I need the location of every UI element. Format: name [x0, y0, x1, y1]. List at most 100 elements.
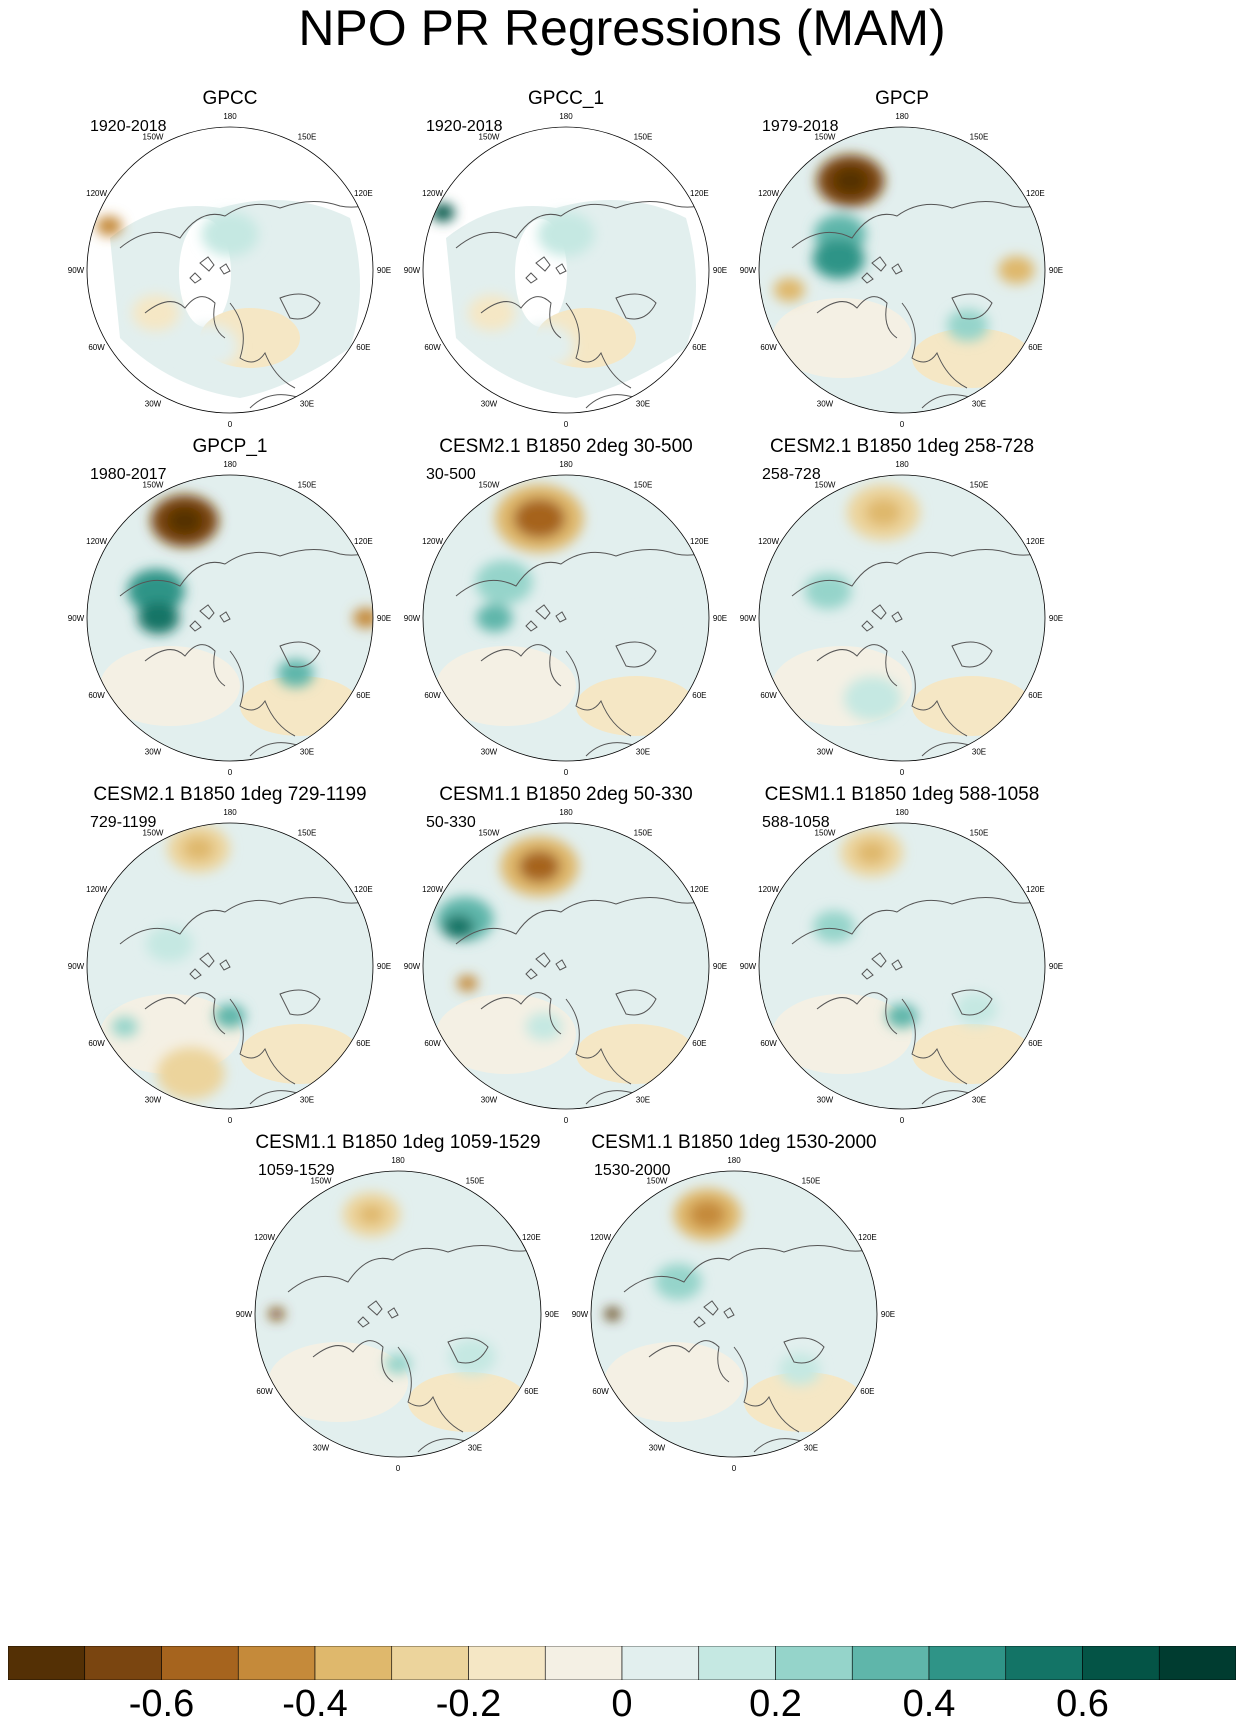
map-boundary [86, 822, 374, 1110]
panel-title: CESM1.1 B1850 1deg 1059-1529 [255, 1132, 541, 1153]
longitude-label: 90E [1049, 614, 1063, 623]
longitude-label: 120W [758, 537, 779, 546]
colorbar [8, 1646, 1236, 1680]
panel-period: 30-500 [426, 466, 476, 483]
longitude-label: 180 [895, 112, 909, 121]
longitude-label: 150W [479, 133, 500, 142]
longitude-label: 90E [713, 614, 727, 623]
longitude-label: 90W [68, 266, 85, 275]
main-title: NPO PR Regressions (MAM) [298, 0, 946, 56]
regression-anomaly [352, 608, 373, 628]
longitude-label: 30E [300, 399, 314, 408]
longitude-label: 30E [804, 1443, 818, 1452]
regression-anomaly [476, 604, 513, 632]
longitude-label: 150E [634, 481, 653, 490]
colorbar-swatch [161, 1646, 239, 1680]
colorbar-swatch [544, 1646, 623, 1680]
polar-map: 180 150E 120E 90E 60E 30E 0 30W 60W 90W 120W 150W [404, 808, 727, 1125]
regression-anomaly [385, 1354, 411, 1375]
regression-anomaly [832, 166, 869, 195]
regression-field-patch [912, 676, 1032, 736]
longitude-label: 150W [143, 829, 164, 838]
longitude-label: 30E [636, 747, 650, 756]
longitude-label: 120E [354, 885, 373, 894]
longitude-label: 120E [690, 537, 709, 546]
polar-map: 180 150E 120E 90E 60E 30E 0 30W 60W 90W 120W 150W [572, 1156, 895, 1473]
regression-anomaly [166, 506, 203, 535]
longitude-label: 30W [481, 747, 498, 756]
polar-map: 180 150E 120E 90E 60E 30E 0 30W 60W 90W 120W 150W [404, 460, 727, 777]
colorbar-tick-label: 0.6 [1056, 1683, 1109, 1725]
polar-map: 180 150E 120E 90E 60E 30E 0 30W 60W 90W 120W 150W [404, 112, 727, 429]
longitude-label: 120W [86, 189, 107, 198]
longitude-label: 30E [300, 1095, 314, 1104]
map-panel: 180 150E 120E 90E 60E 30E 0 30W 60W 90W 120W 150W GP… [722, 88, 1082, 448]
regression-anomaly [537, 212, 595, 257]
colorbar-tick-label: -0.2 [435, 1683, 502, 1725]
longitude-label: 120E [690, 189, 709, 198]
longitude-label: 60E [1028, 691, 1042, 700]
longitude-label: 60E [356, 691, 370, 700]
longitude-label: 180 [391, 1156, 405, 1165]
longitude-label: 90E [377, 962, 391, 971]
longitude-label: 30W [817, 1095, 834, 1104]
longitude-label: 150W [815, 133, 836, 142]
colorbar-swatch [928, 1646, 1007, 1680]
longitude-label: 150E [970, 829, 989, 838]
longitude-label: 180 [727, 1156, 741, 1165]
longitude-label: 30E [636, 1095, 650, 1104]
longitude-label: 30E [636, 399, 650, 408]
longitude-label: 0 [228, 1116, 233, 1125]
longitude-label: 120E [858, 1233, 877, 1242]
longitude-label: 150E [970, 133, 989, 142]
longitude-label: 60W [424, 343, 441, 352]
longitude-label: 150E [970, 481, 989, 490]
colorbar-tick-label: 0.2 [749, 1683, 802, 1725]
regression-anomaly [813, 910, 855, 943]
regression-anomaly [181, 324, 239, 368]
regression-anomaly [111, 1016, 138, 1037]
longitude-label: 60E [1028, 1039, 1042, 1048]
regression-field-patch [772, 994, 912, 1074]
map-boundary [86, 474, 374, 762]
longitude-label: 60W [760, 1039, 777, 1048]
longitude-label: 150E [298, 133, 317, 142]
regression-anomaly [518, 850, 561, 883]
panel-period: 1920-2018 [90, 118, 167, 135]
map-boundary [758, 474, 1046, 762]
longitude-label: 120W [86, 537, 107, 546]
map-boundary [254, 1170, 542, 1458]
longitude-label: 0 [228, 420, 233, 429]
map-panel: 180 150E 120E 90E 60E 30E 0 30W 60W 90W 120W 150W CE… [386, 784, 746, 1144]
regression-anomaly [886, 1004, 918, 1029]
longitude-label: 90E [713, 962, 727, 971]
longitude-label: 30E [972, 747, 986, 756]
longitude-label: 120W [254, 1233, 275, 1242]
polar-map: 180 150E 120E 90E 60E 30E 0 30W 60W 90W 120W 150W [236, 1156, 559, 1473]
regression-field-patch [268, 1342, 408, 1422]
colorbar-tick-label: -0.4 [282, 1683, 348, 1725]
longitude-label: 60W [760, 343, 777, 352]
polar-map: 180 150E 120E 90E 60E 30E 0 30W 60W 90W 120W 150W [68, 460, 391, 777]
colorbar-swatch [8, 1646, 86, 1680]
regression-anomaly [946, 309, 989, 342]
longitude-label: 120E [354, 537, 373, 546]
map-boundary [758, 822, 1046, 1110]
regression-anomaly [468, 294, 516, 331]
longitude-label: 120W [86, 885, 107, 894]
regression-anomaly [146, 926, 193, 962]
panel-period: 258-728 [762, 466, 821, 483]
colorbar-swatch [851, 1646, 930, 1680]
longitude-label: 150E [802, 1177, 821, 1186]
longitude-label: 30W [145, 1095, 162, 1104]
longitude-label: 150E [634, 133, 653, 142]
polar-map: 180 150E 120E 90E 60E 30E 0 30W 60W 90W 120W 150W [740, 808, 1063, 1125]
longitude-label: 0 [900, 1116, 905, 1125]
regression-field-patch [240, 1024, 360, 1084]
map-panel: 180 150E 120E 90E 60E 30E 0 30W 60W 90W 120W 150W CE… [722, 436, 1082, 796]
regression-anomaly [804, 573, 852, 610]
longitude-label: 30E [972, 1095, 986, 1104]
regression-anomaly [201, 212, 259, 257]
map-boundary [590, 1170, 878, 1458]
panel-title: CESM2.1 B1850 1deg 258-728 [769, 436, 1035, 457]
